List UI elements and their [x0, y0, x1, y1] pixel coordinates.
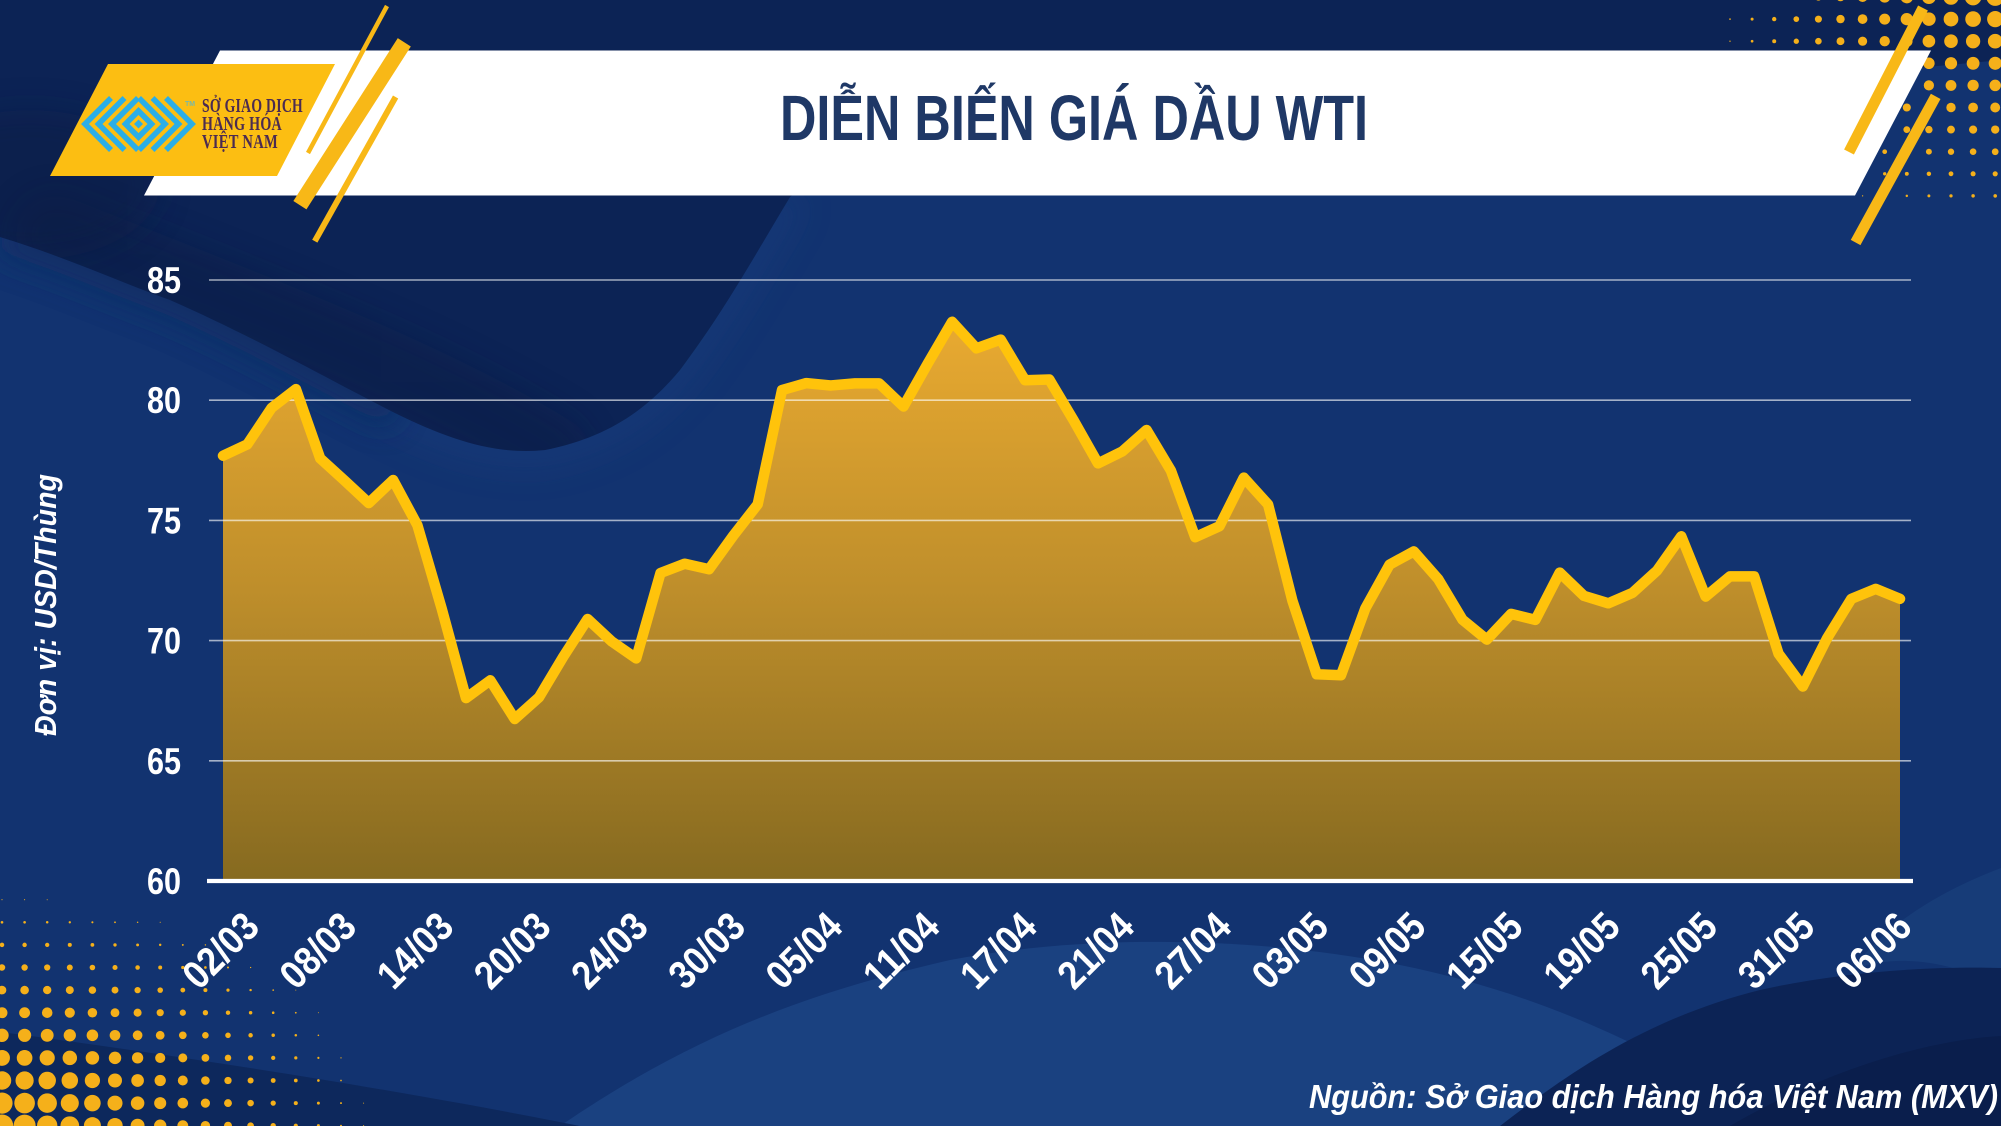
svg-text:70: 70 [147, 621, 181, 662]
svg-text:75: 75 [147, 500, 181, 541]
svg-text:DIỄN BIẾN GIÁ DẦU WTI: DIỄN BIẾN GIÁ DẦU WTI [780, 82, 1368, 154]
svg-text:VIỆT NAM: VIỆT NAM [202, 131, 278, 153]
svg-text:HÀNG HÓA: HÀNG HÓA [202, 113, 282, 135]
svg-text:65: 65 [147, 741, 181, 782]
svg-text:Đơn vị: USD/Thùng: Đơn vị: USD/Thùng [28, 474, 63, 736]
svg-text:60: 60 [147, 861, 181, 902]
svg-text:80: 80 [147, 380, 181, 421]
svg-text:Nguồn: Sở Giao dịch Hàng hóa V: Nguồn: Sở Giao dịch Hàng hóa Việt Nam (M… [1309, 1078, 1998, 1115]
svg-text:SỞ GIAO DỊCH: SỞ GIAO DỊCH [202, 95, 303, 117]
svg-text:TM: TM [185, 101, 195, 108]
svg-text:85: 85 [147, 260, 181, 301]
